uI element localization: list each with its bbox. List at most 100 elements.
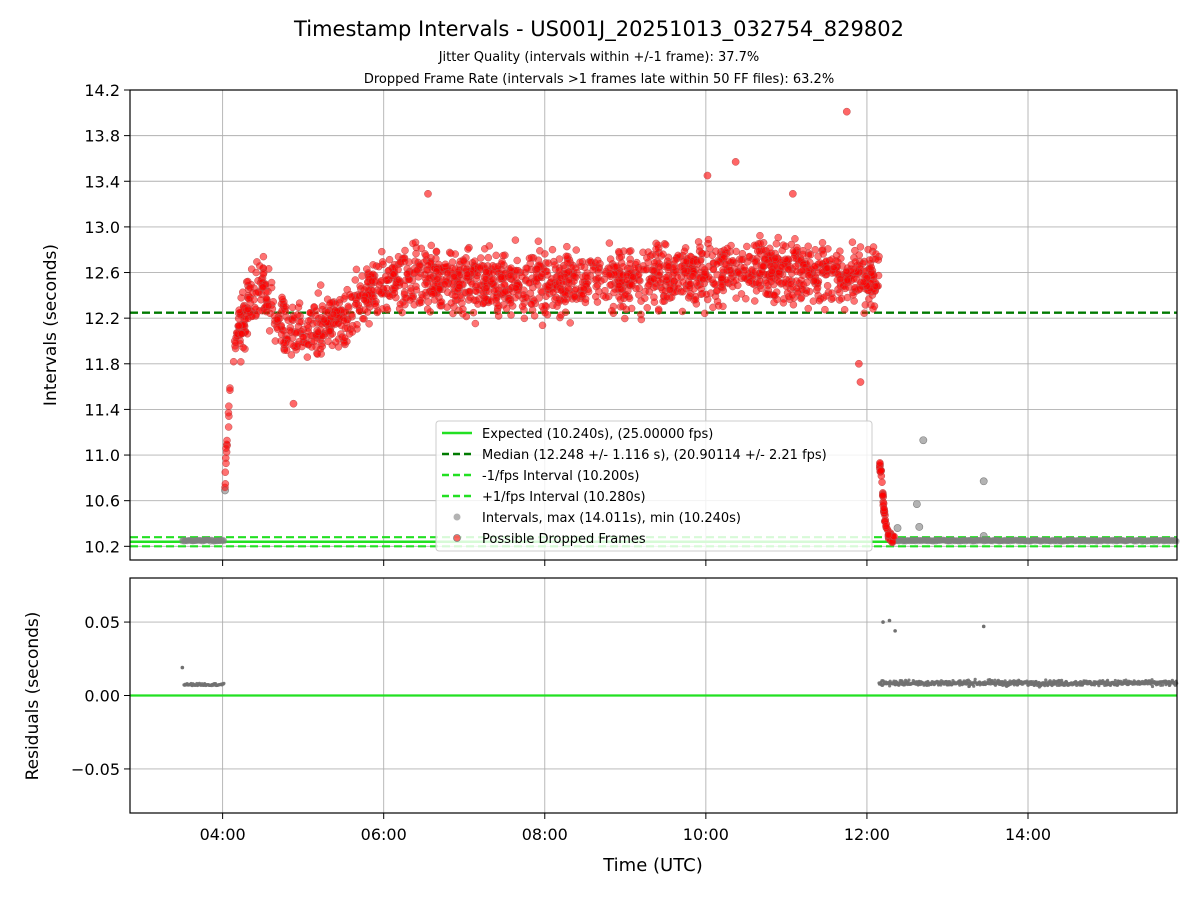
dropped-frame-point [829,294,837,302]
dropped-frame-point [443,288,452,297]
dropped-frame-point [464,245,472,253]
residual-point [907,678,911,682]
dropped-frame-point [328,341,337,350]
dropped-frame-point [882,522,890,530]
dropped-frame-point [762,289,770,298]
dropped-frame-point [751,297,759,305]
chart-title: Timestamp Intervals - US001J_20251013_03… [293,17,904,42]
dropped-frame-point [520,314,529,323]
dropped-frame-point [394,265,402,274]
dropped-frame-point [563,258,572,267]
dropped-frame-point [799,280,808,289]
dropped-frame-point [787,240,796,249]
dropped-frame-point [409,239,417,248]
dropped-frame-point [507,264,515,272]
residuals-y-tick-label: 0.05 [84,613,120,632]
residual-point [1150,684,1155,689]
dropped-frame-point [818,238,827,247]
dropped-frame-point [518,272,526,281]
dropped-frame-point [771,254,780,262]
dropped-frame-point [441,260,450,269]
dropped-frame-point [424,261,432,269]
dropped-frame-point [581,298,590,307]
interval-outlier-point [915,523,924,531]
dropped-frame-point [221,480,230,488]
dropped-frame-point [385,255,394,264]
dropped-frame-point [606,264,614,273]
dropped-frame-point [265,327,274,335]
dropped-frame-point [789,300,798,309]
dropped-frame-point [551,261,559,269]
dropped-frame-point [555,266,563,275]
dropped-frame-point [394,276,403,284]
residual-outlier-point [893,629,897,633]
dropped-frame-point [312,311,320,320]
dropped-frame-point [583,273,591,282]
intervals-y-ticks: 10.2 10.6 11.0 11.4 11.8 12.2 12.6 13.0 13.4 13.8… [84,81,130,556]
dropped-frame-point [723,244,732,253]
dropped-frame-point [819,250,828,258]
dropped-frame-point [288,303,297,312]
dropped-frame-point [650,298,659,306]
dropped-frame-point [482,275,490,283]
dropped-frame-point [626,259,634,268]
dropped-frame-point [752,287,761,295]
dropped-frame-point [341,292,349,300]
dropped-frame-point [359,314,367,323]
dropped-frame-point [273,315,281,324]
dropped-frame-point [250,296,258,304]
dropped-frame-point [535,294,543,302]
dropped-frame-point [750,268,759,276]
residuals-y-ticks: −0.05 0.00 0.05 [71,613,130,779]
dropped-frame-point [627,280,636,289]
chart-subtitle-dropped: Dropped Frame Rate (intervals >1 frames … [364,72,834,87]
dropped-frame-point [378,258,387,266]
dropped-frame-point [871,282,880,290]
dropped-frame-point [482,268,490,276]
dropped-frame-outlier-point [842,107,851,116]
dropped-frame-point [679,278,687,286]
dropped-frame-point [538,302,547,311]
dropped-frame-point [880,504,888,513]
dropped-frame-point [264,265,273,273]
dropped-frame-point [252,289,260,297]
dropped-frame-point [696,257,705,265]
dropped-frame-point [678,307,687,316]
dropped-frame-point [759,262,767,271]
dropped-frame-point [865,295,873,303]
dropped-frame-point [821,305,829,314]
x-tick-label: 14:00 [1005,825,1051,844]
intervals-plot: 10.2 10.6 11.0 11.4 11.8 12.2 12.6 13.0 13.4 13.8… [41,81,1180,566]
dropped-frame-point [557,286,566,295]
dropped-frame-point [238,330,246,338]
dropped-frame-point [686,280,695,288]
dropped-frame-point [488,275,496,284]
dropped-frame-point [717,274,726,283]
dropped-frame-point [791,262,800,271]
dropped-frame-point [400,281,409,289]
dropped-frame-point [235,306,243,314]
dropped-frame-point [799,250,807,259]
dropped-frame-point [589,266,598,274]
dropped-frame-point [702,290,711,299]
intervals-y-tick-label: 11.8 [84,355,120,374]
dropped-frame-point [413,266,421,275]
dropped-frame-point [884,530,893,539]
dropped-frame-point [850,275,858,283]
dropped-frame-point [572,285,580,293]
intervals-grid [130,89,1177,560]
residual-point [1161,683,1165,687]
dropped-frame-point [494,262,503,271]
dropped-frame-point [538,270,547,278]
residual-outlier-point [180,665,185,670]
dropped-frame-point [459,257,468,265]
x-tick-label: 06:00 [361,825,407,844]
dropped-frame-point [745,278,753,287]
residual-point [972,684,976,688]
dropped-frame-point [469,308,478,317]
residual-point [1044,678,1048,682]
dropped-frame-point [358,272,366,280]
dropped-frame-point [506,271,515,280]
dropped-frame-point [737,290,746,298]
dropped-frame-point [449,309,457,318]
